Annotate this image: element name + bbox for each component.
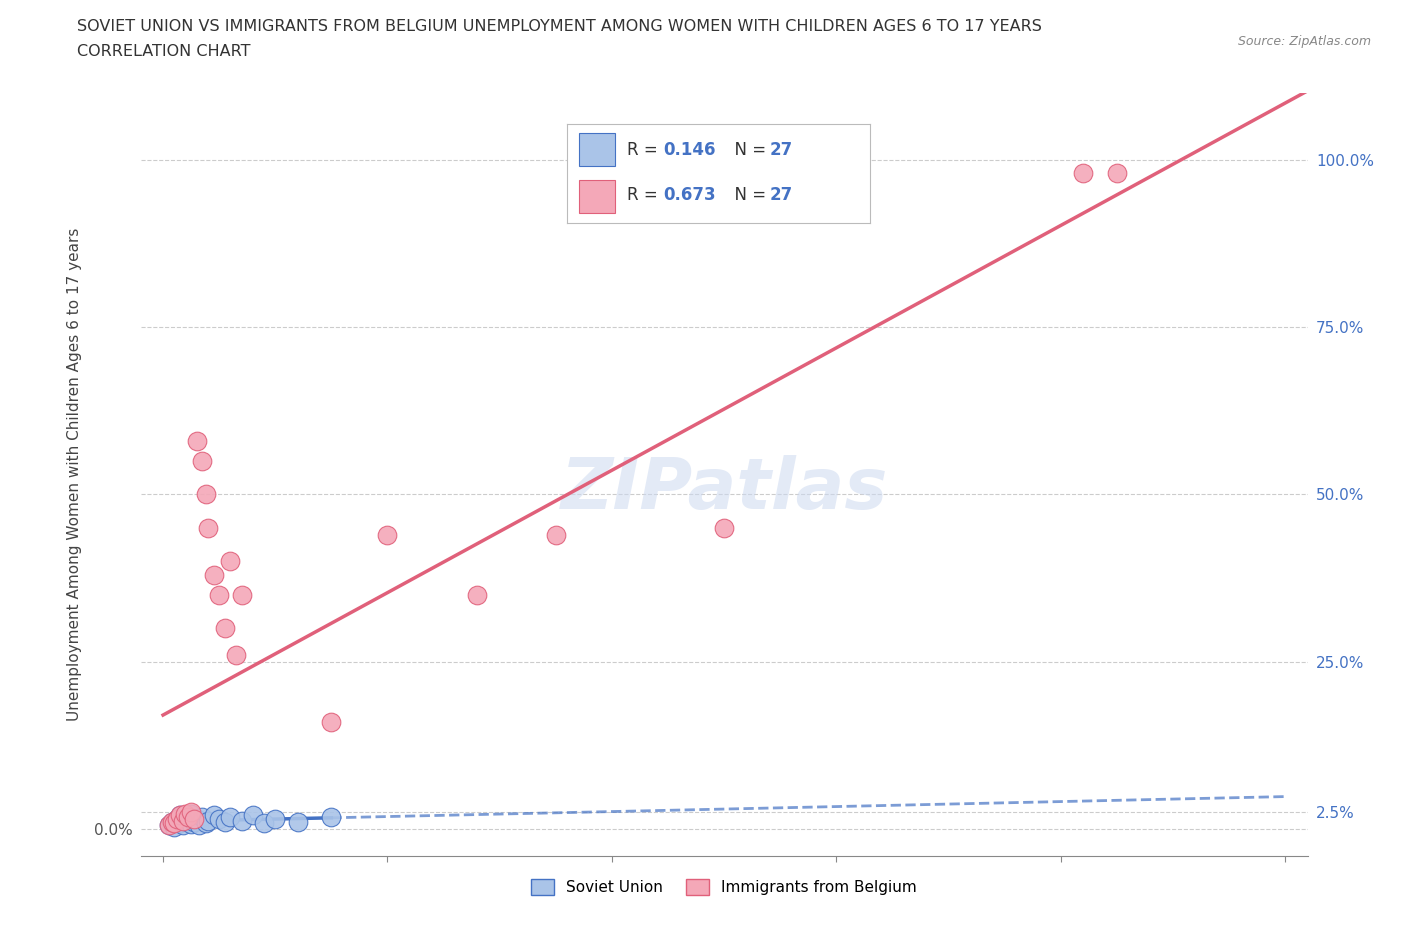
- Point: [169, 808, 191, 823]
- Point: [163, 816, 186, 830]
- Point: [219, 554, 242, 569]
- Point: [188, 818, 211, 833]
- Point: [197, 814, 219, 829]
- Point: [180, 806, 202, 821]
- Point: [186, 433, 208, 448]
- Point: [186, 811, 208, 826]
- Text: Source: ZipAtlas.com: Source: ZipAtlas.com: [1237, 35, 1371, 48]
- Point: [1071, 166, 1094, 180]
- Point: [321, 714, 343, 729]
- Point: [713, 521, 735, 536]
- Point: [214, 815, 236, 830]
- Point: [287, 815, 309, 830]
- Point: [242, 808, 264, 823]
- Text: SOVIET UNION VS IMMIGRANTS FROM BELGIUM UNEMPLOYMENT AMONG WOMEN WITH CHILDREN A: SOVIET UNION VS IMMIGRANTS FROM BELGIUM …: [77, 19, 1042, 33]
- Point: [202, 567, 225, 582]
- Point: [183, 811, 205, 826]
- Point: [180, 804, 202, 819]
- Point: [544, 527, 567, 542]
- Point: [208, 587, 231, 602]
- Point: [166, 811, 188, 826]
- Point: [172, 818, 194, 833]
- Point: [169, 808, 191, 823]
- Text: CORRELATION CHART: CORRELATION CHART: [77, 44, 250, 59]
- Point: [160, 815, 183, 830]
- Point: [174, 814, 197, 829]
- Point: [172, 814, 194, 829]
- Point: [253, 816, 276, 830]
- Point: [191, 809, 214, 824]
- Point: [157, 818, 180, 833]
- Point: [160, 815, 183, 830]
- Point: [163, 819, 186, 834]
- Point: [183, 815, 205, 830]
- Point: [208, 811, 231, 826]
- Point: [177, 809, 200, 824]
- Point: [377, 527, 399, 542]
- Point: [194, 487, 217, 502]
- Point: [177, 809, 200, 824]
- Point: [465, 587, 488, 602]
- Point: [231, 814, 253, 829]
- Y-axis label: Unemployment Among Women with Children Ages 6 to 17 years: Unemployment Among Women with Children A…: [67, 228, 83, 721]
- Point: [197, 521, 219, 536]
- Point: [264, 811, 287, 826]
- Point: [194, 816, 217, 830]
- Point: [231, 587, 253, 602]
- Legend: Soviet Union, Immigrants from Belgium: Soviet Union, Immigrants from Belgium: [524, 873, 924, 901]
- Point: [321, 809, 343, 824]
- Point: [225, 647, 247, 662]
- Text: ZIPatlas: ZIPatlas: [561, 455, 887, 524]
- Point: [157, 818, 180, 833]
- Point: [191, 454, 214, 469]
- Point: [1105, 166, 1128, 180]
- Point: [166, 811, 188, 826]
- Point: [214, 620, 236, 635]
- Point: [219, 809, 242, 824]
- Point: [169, 816, 191, 830]
- Point: [202, 808, 225, 823]
- Point: [180, 817, 202, 831]
- Point: [174, 806, 197, 821]
